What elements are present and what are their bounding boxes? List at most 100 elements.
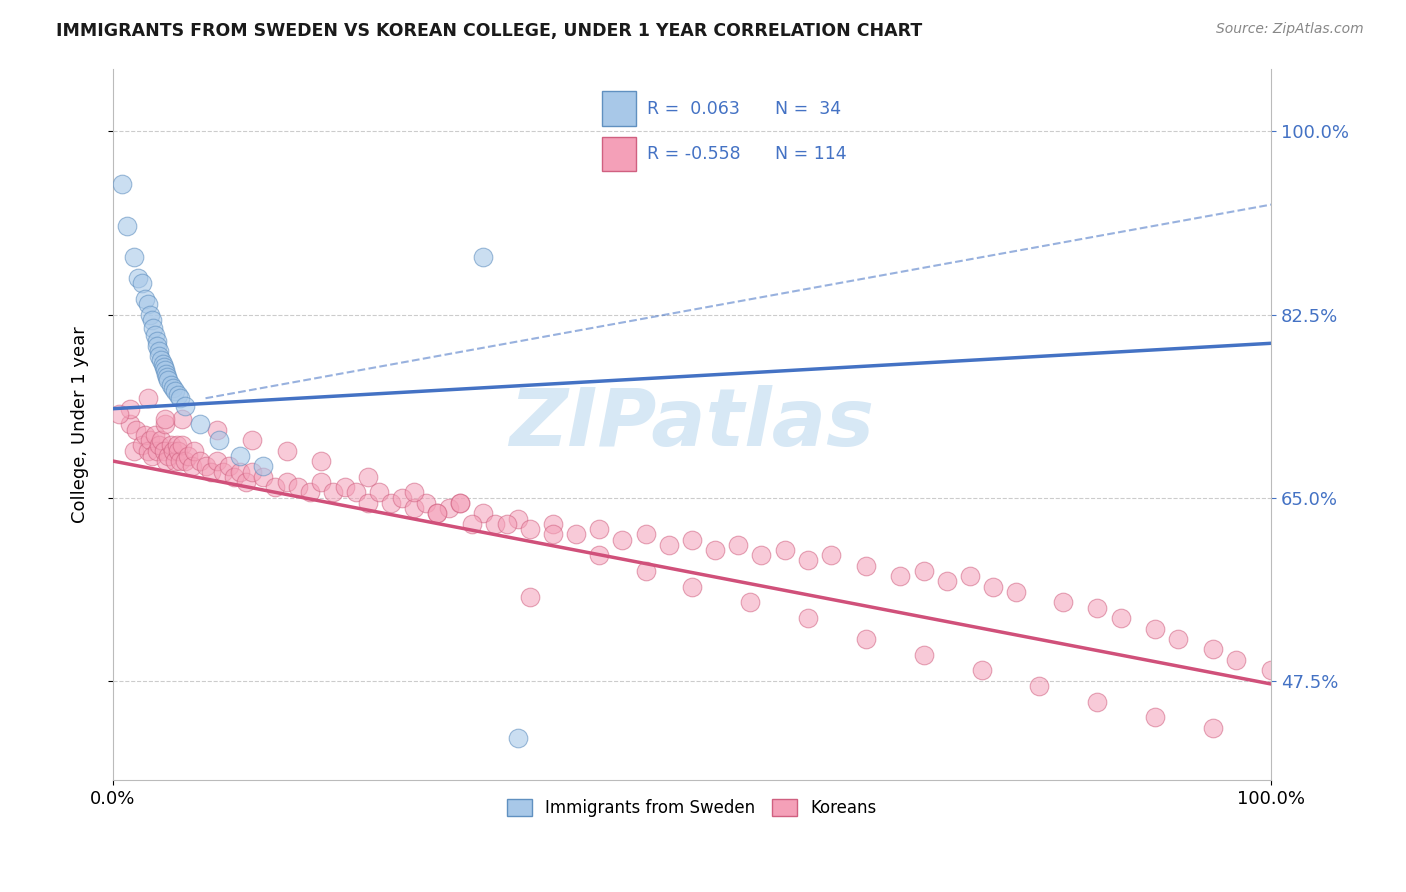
- Point: [391, 491, 413, 505]
- Point: [426, 507, 449, 521]
- Point: [194, 459, 217, 474]
- Point: [146, 339, 169, 353]
- Point: [107, 407, 129, 421]
- Point: [658, 538, 681, 552]
- Point: [153, 412, 176, 426]
- Point: [162, 443, 184, 458]
- Point: [157, 374, 180, 388]
- Point: [541, 516, 564, 531]
- Point: [205, 423, 228, 437]
- Text: Source: ZipAtlas.com: Source: ZipAtlas.com: [1216, 22, 1364, 37]
- Point: [751, 548, 773, 562]
- Point: [797, 553, 820, 567]
- Point: [169, 391, 191, 405]
- Point: [276, 475, 298, 489]
- Point: [738, 595, 761, 609]
- Point: [131, 438, 153, 452]
- Point: [426, 507, 449, 521]
- Point: [1005, 585, 1028, 599]
- Point: [437, 501, 460, 516]
- Point: [159, 377, 181, 392]
- Point: [773, 543, 796, 558]
- Point: [252, 469, 274, 483]
- Point: [356, 496, 378, 510]
- Point: [681, 580, 703, 594]
- Point: [166, 388, 188, 402]
- Point: [229, 465, 252, 479]
- Point: [508, 731, 530, 746]
- Point: [472, 250, 495, 264]
- Point: [169, 454, 191, 468]
- Point: [127, 271, 149, 285]
- Point: [229, 449, 252, 463]
- Point: [1028, 679, 1050, 693]
- Point: [519, 590, 541, 604]
- Point: [727, 538, 749, 552]
- Point: [150, 433, 173, 447]
- Point: [855, 632, 877, 646]
- Point: [912, 648, 935, 662]
- Point: [125, 423, 148, 437]
- Point: [1167, 632, 1189, 646]
- Point: [143, 428, 166, 442]
- Point: [136, 297, 159, 311]
- Point: [173, 399, 195, 413]
- Point: [205, 454, 228, 468]
- Point: [1109, 611, 1132, 625]
- Point: [148, 438, 170, 452]
- Point: [142, 321, 165, 335]
- Point: [264, 480, 287, 494]
- Point: [415, 496, 437, 510]
- Point: [1202, 642, 1225, 657]
- Point: [155, 367, 177, 381]
- Point: [252, 459, 274, 474]
- Point: [1225, 653, 1247, 667]
- Point: [797, 611, 820, 625]
- Point: [224, 469, 246, 483]
- Point: [115, 219, 138, 233]
- Point: [143, 328, 166, 343]
- Point: [855, 558, 877, 573]
- Point: [156, 370, 179, 384]
- Point: [276, 443, 298, 458]
- Point: [380, 496, 402, 510]
- Point: [449, 496, 471, 510]
- Point: [472, 507, 495, 521]
- Point: [153, 417, 176, 432]
- Point: [704, 543, 727, 558]
- Point: [240, 433, 263, 447]
- Point: [1144, 622, 1167, 636]
- Point: [634, 564, 657, 578]
- Point: [122, 443, 145, 458]
- Point: [146, 334, 169, 348]
- Point: [240, 465, 263, 479]
- Text: IMMIGRANTS FROM SWEDEN VS KOREAN COLLEGE, UNDER 1 YEAR CORRELATION CHART: IMMIGRANTS FROM SWEDEN VS KOREAN COLLEGE…: [56, 22, 922, 40]
- Point: [912, 564, 935, 578]
- Point: [588, 548, 610, 562]
- Point: [484, 516, 506, 531]
- Point: [889, 569, 911, 583]
- Point: [287, 480, 309, 494]
- Point: [172, 412, 194, 426]
- Point: [188, 417, 211, 432]
- Point: [508, 511, 530, 525]
- Point: [1085, 695, 1108, 709]
- Point: [166, 443, 188, 458]
- Point: [159, 438, 181, 452]
- Point: [136, 443, 159, 458]
- Point: [173, 454, 195, 468]
- Point: [298, 485, 321, 500]
- Point: [139, 433, 162, 447]
- Y-axis label: College, Under 1 year: College, Under 1 year: [72, 326, 89, 523]
- Point: [1052, 595, 1074, 609]
- Point: [1085, 600, 1108, 615]
- Point: [333, 480, 356, 494]
- Point: [322, 485, 344, 500]
- Point: [402, 501, 425, 516]
- Point: [141, 449, 163, 463]
- Point: [212, 465, 235, 479]
- Point: [344, 485, 367, 500]
- Point: [200, 465, 222, 479]
- Point: [134, 428, 156, 442]
- Point: [565, 527, 588, 541]
